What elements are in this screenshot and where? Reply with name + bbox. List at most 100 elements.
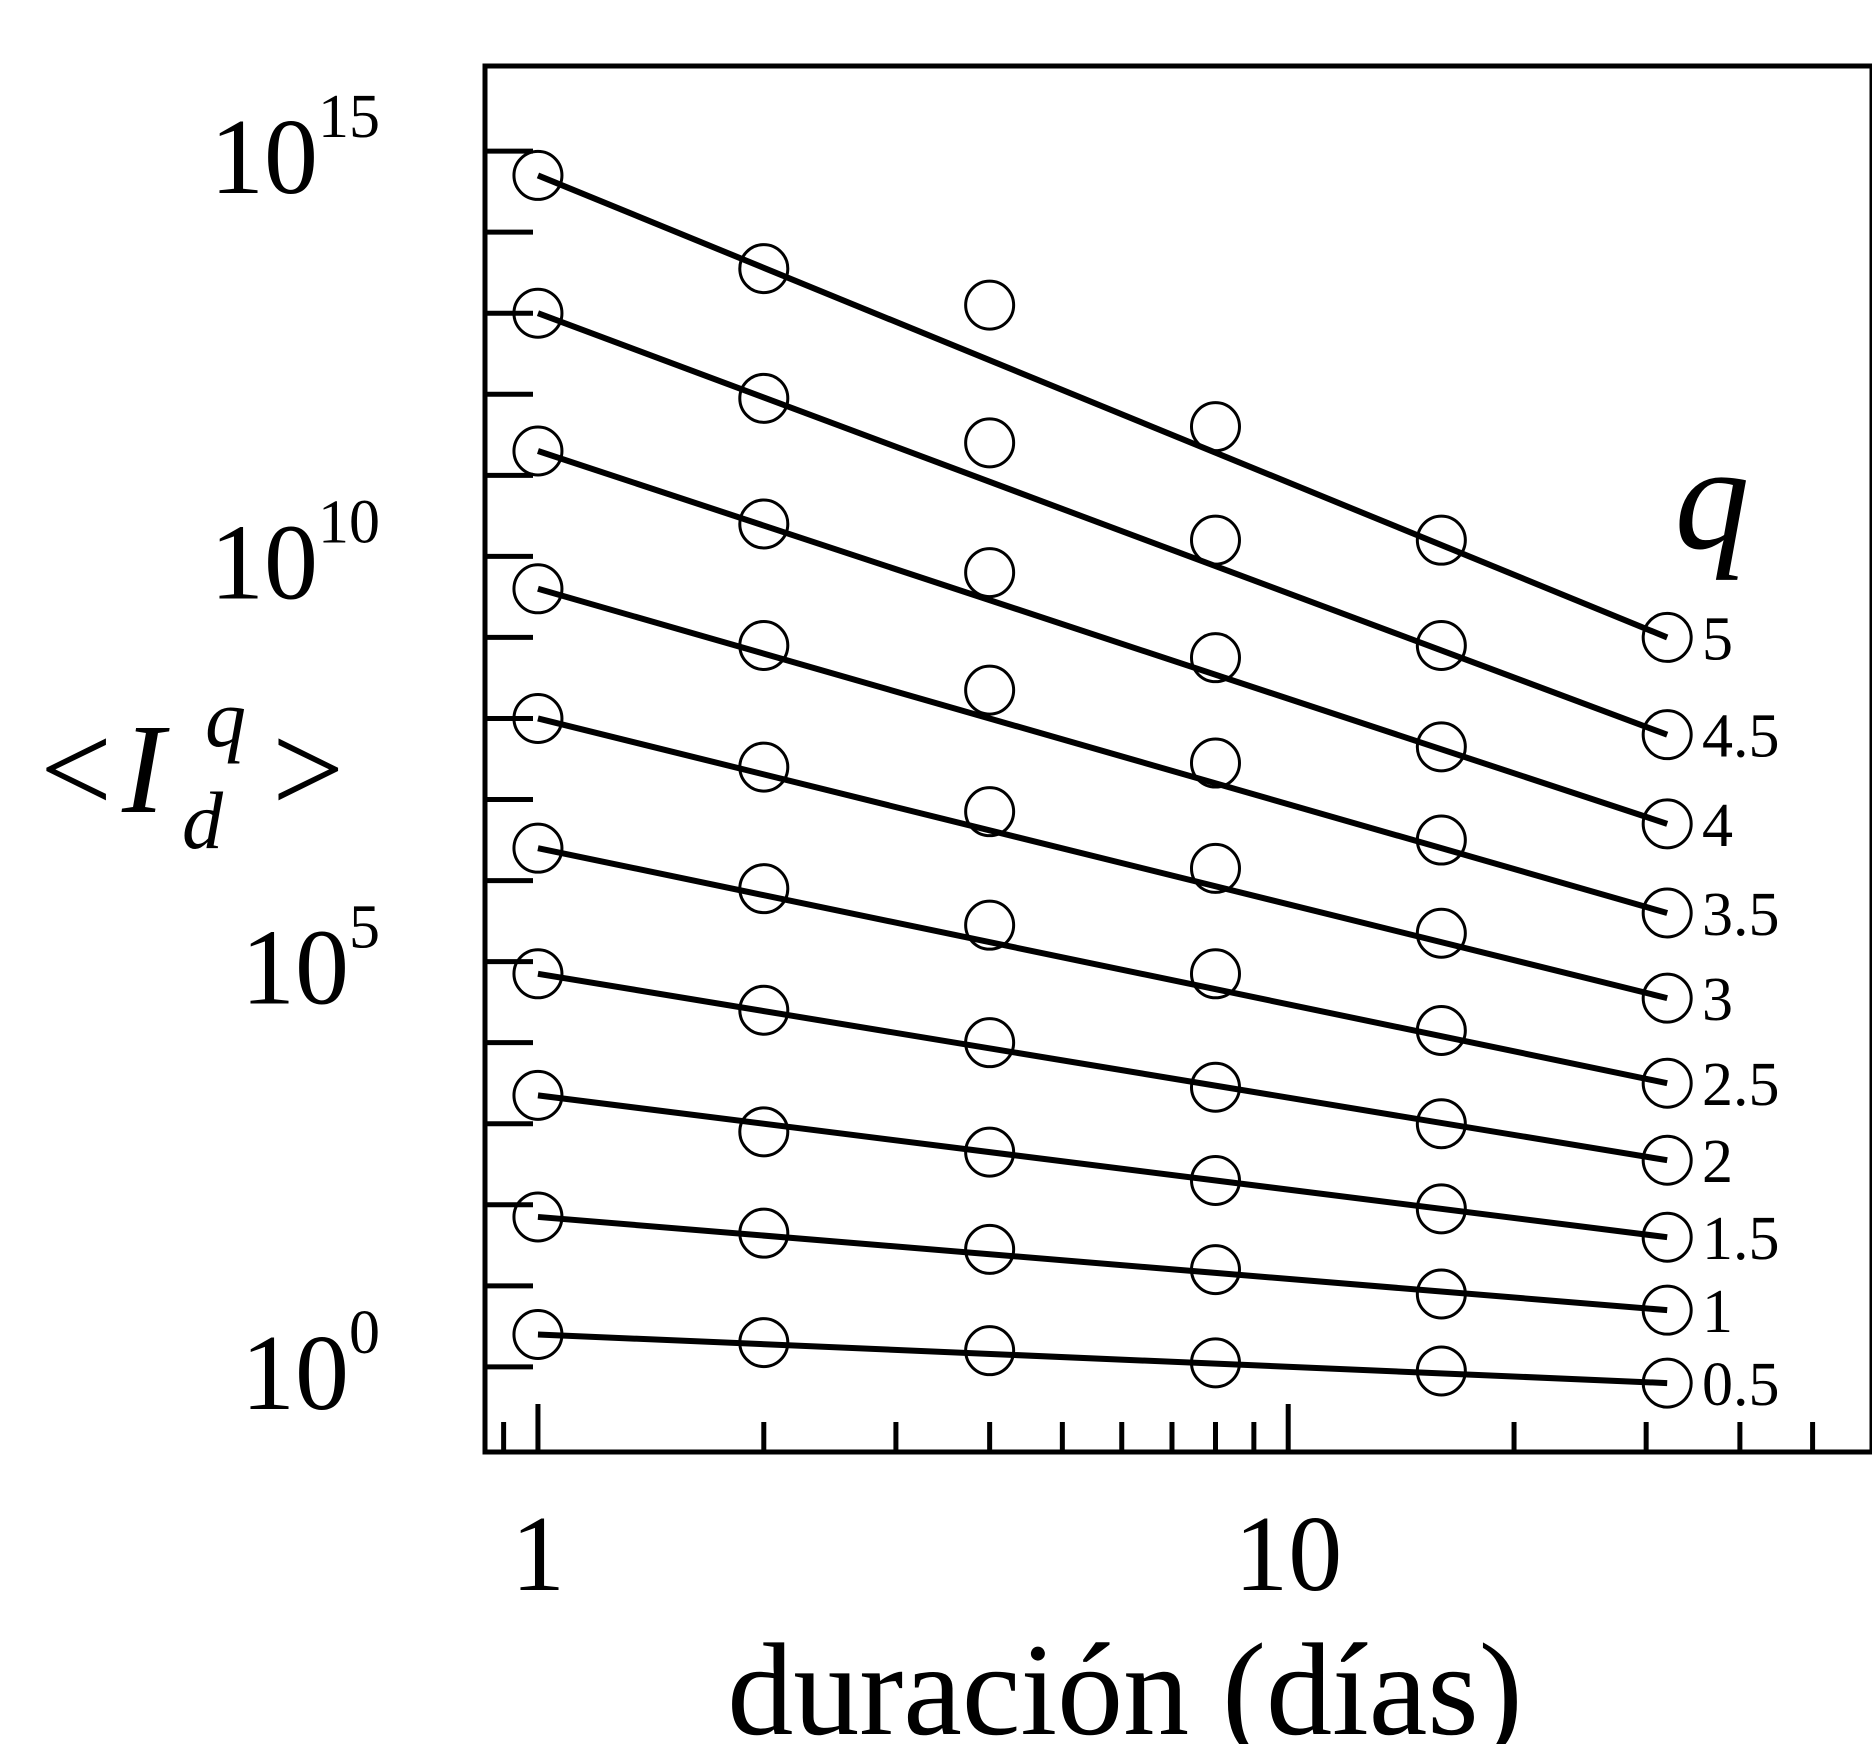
data-point bbox=[964, 1223, 1016, 1275]
y-axis-title-close: > bbox=[272, 698, 344, 840]
q-label: 0.5 bbox=[1702, 1351, 1780, 1419]
q-label: 1 bbox=[1702, 1278, 1733, 1346]
data-point bbox=[1415, 1345, 1467, 1397]
fit-line bbox=[537, 970, 1668, 1164]
y-axis-title-sup: q bbox=[205, 673, 246, 764]
data-point bbox=[738, 1207, 790, 1259]
data-point bbox=[1641, 1057, 1693, 1109]
y-tick-label-base: 10 bbox=[241, 909, 349, 1028]
y-tick-label: 100 bbox=[241, 1299, 380, 1433]
data-point bbox=[512, 692, 564, 744]
data-point bbox=[1189, 1061, 1241, 1113]
fit-line bbox=[536, 172, 1669, 641]
x-tick-label: 1 bbox=[511, 1495, 565, 1614]
data-point bbox=[512, 1308, 564, 1360]
data-point bbox=[1641, 1284, 1693, 1336]
y-tick-label-exponent: 15 bbox=[318, 83, 380, 151]
data-point bbox=[738, 741, 790, 793]
q-label: 1.5 bbox=[1702, 1205, 1780, 1273]
data-point bbox=[1415, 1268, 1467, 1320]
data-point bbox=[738, 372, 790, 424]
data-point bbox=[964, 664, 1016, 716]
y-tick-label-base: 10 bbox=[210, 503, 318, 622]
fit-line bbox=[537, 1331, 1668, 1387]
data-point bbox=[512, 287, 564, 339]
data-point bbox=[1641, 1357, 1693, 1409]
fit-line bbox=[537, 715, 1668, 1002]
y-axis-title-base: I bbox=[121, 698, 170, 840]
data-point bbox=[964, 899, 1016, 951]
data-point bbox=[964, 547, 1016, 599]
plot-frame bbox=[482, 63, 1872, 1455]
fit-line bbox=[536, 310, 1669, 738]
data-point bbox=[512, 563, 564, 615]
data-point bbox=[1641, 611, 1693, 663]
data-point bbox=[738, 498, 790, 550]
data-point bbox=[512, 948, 564, 1000]
fit-line bbox=[537, 845, 1668, 1087]
fit-line bbox=[537, 448, 1669, 827]
fit-line bbox=[537, 1213, 1668, 1314]
legend-title: q bbox=[1675, 415, 1750, 581]
fit-line bbox=[537, 1092, 1668, 1241]
data-point bbox=[964, 786, 1016, 838]
data-point bbox=[1415, 1183, 1467, 1235]
data-point bbox=[1415, 907, 1467, 959]
q-label: 3.5 bbox=[1702, 881, 1780, 949]
data-point bbox=[1415, 814, 1467, 866]
data-point bbox=[1189, 1244, 1241, 1296]
data-point bbox=[738, 1106, 790, 1158]
data-point bbox=[1189, 842, 1241, 894]
x-tick-label: 10 bbox=[1234, 1495, 1342, 1614]
y-tick-label-base: 10 bbox=[210, 98, 318, 217]
data-point bbox=[738, 984, 790, 1036]
data-point bbox=[512, 149, 564, 201]
data-point bbox=[1641, 709, 1693, 761]
y-tick-label-exponent: 0 bbox=[349, 1299, 380, 1367]
q-label: 4.5 bbox=[1702, 703, 1780, 771]
data-point bbox=[1189, 1337, 1241, 1389]
q-label: 2.5 bbox=[1702, 1051, 1780, 1119]
data-point bbox=[512, 822, 564, 874]
data-point bbox=[738, 863, 790, 915]
y-tick-label: 1015 bbox=[210, 83, 380, 217]
data-point bbox=[1189, 632, 1241, 684]
data-point bbox=[1415, 721, 1467, 773]
data-point bbox=[1189, 737, 1241, 789]
data-point bbox=[964, 1126, 1016, 1178]
data-points bbox=[512, 149, 1693, 1409]
data-point bbox=[964, 417, 1016, 469]
y-axis-title-open: < bbox=[40, 698, 112, 840]
data-point bbox=[964, 1325, 1016, 1377]
data-point bbox=[964, 1017, 1016, 1069]
data-point bbox=[1641, 887, 1693, 939]
x-axis-title: duración (días) bbox=[727, 1616, 1522, 1744]
y-tick-label-exponent: 5 bbox=[349, 894, 380, 962]
data-point bbox=[1189, 401, 1241, 453]
data-point bbox=[1641, 1211, 1693, 1263]
y-tick-label: 1010 bbox=[210, 488, 380, 622]
y-tick-label: 105 bbox=[241, 894, 380, 1028]
data-point bbox=[1415, 1098, 1467, 1150]
data-point bbox=[738, 243, 790, 295]
data-point bbox=[1415, 514, 1467, 566]
y-tick-label-base: 10 bbox=[241, 1314, 349, 1433]
y-axis-title: < I q d > bbox=[40, 632, 344, 876]
data-point bbox=[1641, 972, 1693, 1024]
fit-line bbox=[537, 585, 1669, 916]
y-axis-title-sub: d bbox=[182, 775, 224, 866]
q-labels: 0.511.5 2 2.5 3 3.5 4 4.5 5 bbox=[1702, 605, 1780, 1419]
q-label: 4 bbox=[1702, 792, 1733, 860]
data-point bbox=[964, 279, 1016, 331]
data-point bbox=[1641, 1134, 1693, 1186]
data-point bbox=[1415, 620, 1467, 672]
fit-lines bbox=[536, 172, 1669, 1387]
data-point bbox=[1189, 514, 1241, 566]
data-point bbox=[1641, 798, 1693, 850]
x-axis: 1 10 bbox=[501, 1404, 1816, 1614]
data-point bbox=[1189, 1154, 1241, 1206]
q-label: 5 bbox=[1702, 605, 1733, 673]
data-point bbox=[512, 1069, 564, 1121]
